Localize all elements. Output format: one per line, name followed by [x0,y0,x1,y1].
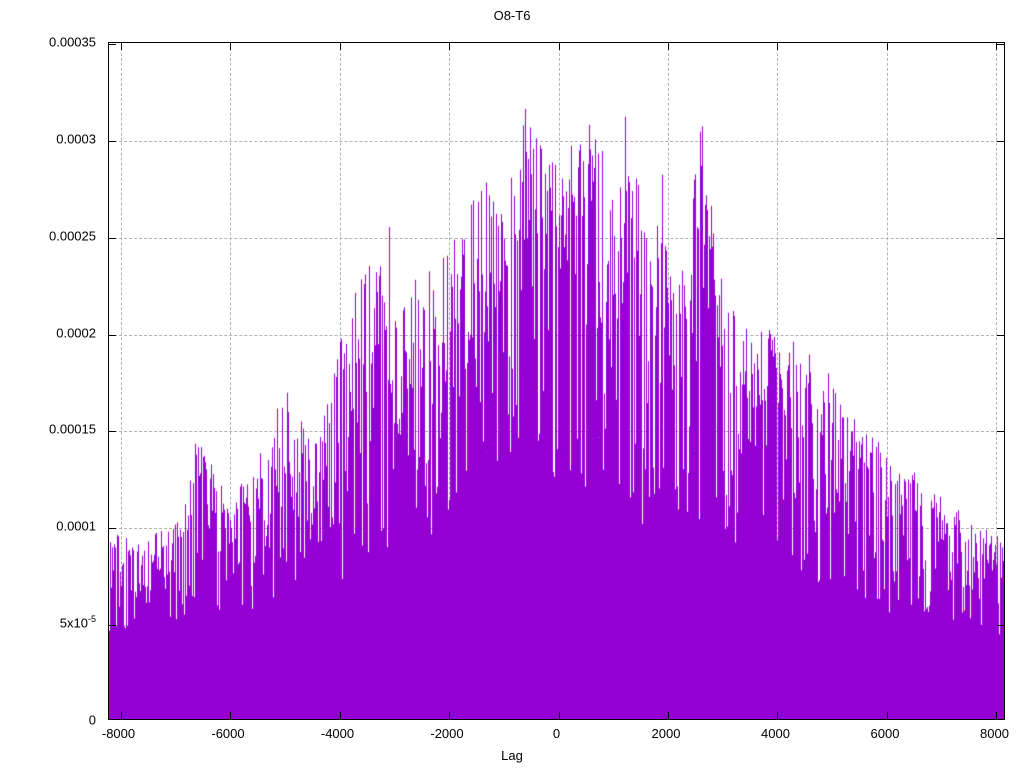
x-tick-label: 6000 [870,726,900,741]
impulse-canvas [109,43,1004,719]
y-tick-mark [997,624,1004,626]
x-tick-label: 8000 [980,726,1009,741]
x-tick-mark [448,712,450,719]
x-tick-mark [339,43,341,50]
x-tick-mark [886,712,888,719]
x-tick-mark [229,712,231,719]
y-tick-mark [109,140,116,142]
y-tick-mark [997,334,1004,336]
x-tick-mark [995,43,997,50]
y-tick-mark [109,527,116,529]
y-tick-mark [109,43,116,45]
x-tick-label: -6000 [211,726,245,741]
x-tick-label: 2000 [651,726,681,741]
x-tick-mark [558,712,560,719]
x-tick-mark [120,43,122,50]
x-tick-label: -2000 [430,726,464,741]
y-tick-label: 5x10-5 [59,614,96,631]
x-tick-label: 4000 [761,726,790,741]
x-tick-mark [886,43,888,50]
y-tick-mark [109,430,116,432]
x-tick-mark [995,712,997,719]
y-tick-mark [997,43,1004,45]
y-tick-label: 0.0003 [56,131,96,147]
y-tick-mark [997,237,1004,239]
y-tick-mark [109,237,116,239]
y-tick-mark [997,527,1004,529]
axis-tick-marks [109,43,1004,719]
impulse-series [109,43,1004,719]
y-tick-label: 0 [88,712,96,728]
y-tick-label: 0.00035 [49,34,96,50]
y-tick-mark [997,430,1004,432]
x-tick-mark [667,43,669,50]
y-tick-mark [997,140,1004,142]
y-tick-label: 0.00025 [49,228,96,244]
x-tick-mark [448,43,450,50]
x-tick-mark [776,43,778,50]
y-tick-label: 0.00015 [49,421,96,437]
y-tick-mark [109,624,116,626]
x-tick-label: 0 [552,726,561,741]
x-tick-label: -4000 [320,726,355,741]
x-tick-label: -8000 [101,726,136,741]
chart-title: O8-T6 [493,8,531,23]
x-tick-mark [339,712,341,719]
plot-area [108,42,1005,720]
x-tick-mark [667,712,669,719]
x-axis-title: Lag [501,748,523,763]
x-tick-mark [776,712,778,719]
y-tick-label: 0.0002 [56,325,96,341]
x-tick-mark [120,712,122,719]
x-tick-mark [558,43,560,50]
x-tick-mark [229,43,231,50]
y-tick-mark [109,334,116,336]
y-tick-label: 0.0001 [56,518,96,534]
